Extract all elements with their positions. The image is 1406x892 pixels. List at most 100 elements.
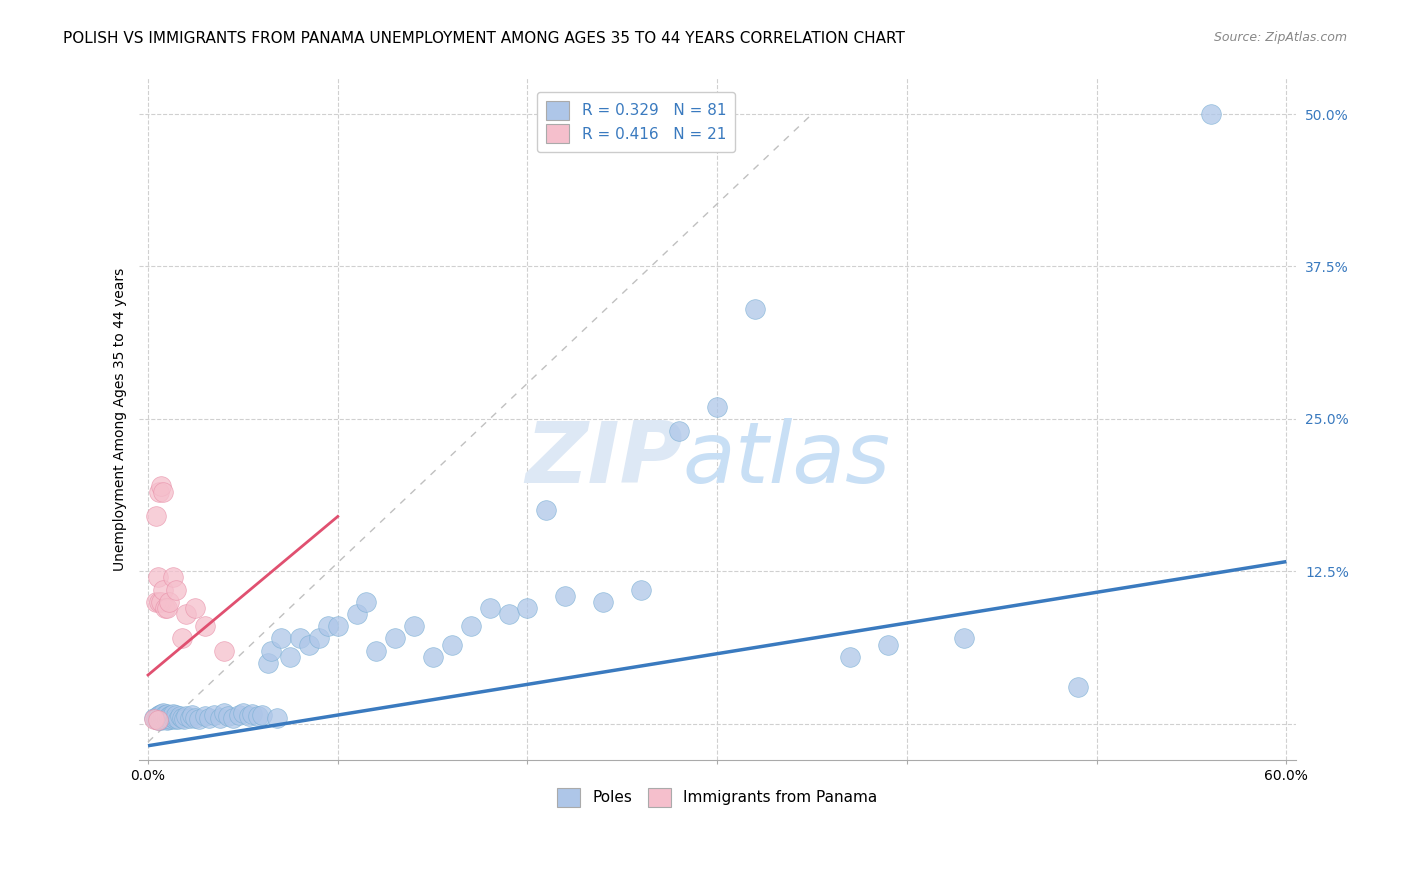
Point <box>308 632 330 646</box>
Point <box>247 709 270 723</box>
Point <box>145 509 167 524</box>
Point <box>877 638 900 652</box>
Point <box>197 711 219 725</box>
Point <box>288 632 311 646</box>
Point <box>150 595 173 609</box>
Y-axis label: Unemployment Among Ages 35 to 44 years: Unemployment Among Ages 35 to 44 years <box>114 268 128 571</box>
Point <box>440 638 463 652</box>
Point <box>217 709 239 723</box>
Point <box>630 582 652 597</box>
Text: POLISH VS IMMIGRANTS FROM PANAMA UNEMPLOYMENT AMONG AGES 35 TO 44 YEARS CORRELAT: POLISH VS IMMIGRANTS FROM PANAMA UNEMPLO… <box>63 31 905 46</box>
Point <box>172 632 194 646</box>
Point <box>184 601 207 615</box>
Point <box>166 711 188 725</box>
Point <box>166 582 188 597</box>
Point <box>422 649 444 664</box>
Point <box>744 302 766 317</box>
Point <box>146 713 169 727</box>
Point <box>402 619 425 633</box>
Point <box>354 595 377 609</box>
Point <box>516 601 538 615</box>
Point <box>146 709 169 723</box>
Point <box>148 485 170 500</box>
Point <box>148 595 170 609</box>
Point <box>152 712 174 726</box>
Point <box>150 711 173 725</box>
Point <box>212 643 235 657</box>
Point <box>150 479 173 493</box>
Point <box>326 619 349 633</box>
Point <box>167 712 190 726</box>
Point <box>162 706 184 721</box>
Point <box>222 711 245 725</box>
Text: Source: ZipAtlas.com: Source: ZipAtlas.com <box>1213 31 1347 45</box>
Point <box>364 643 387 657</box>
Point <box>212 706 235 720</box>
Point <box>536 503 558 517</box>
Point <box>232 706 254 720</box>
Point <box>184 711 207 725</box>
Point <box>592 595 614 609</box>
Point <box>162 711 184 725</box>
Point <box>150 713 173 727</box>
Point <box>159 708 181 723</box>
Point <box>145 712 167 726</box>
Point <box>156 713 179 727</box>
Point <box>668 424 690 438</box>
Point <box>228 708 250 723</box>
Point <box>156 706 179 721</box>
Point <box>240 706 263 721</box>
Point <box>157 595 180 609</box>
Point <box>156 601 179 615</box>
Point <box>278 649 301 664</box>
Point <box>498 607 520 621</box>
Point <box>145 595 167 609</box>
Point <box>159 712 181 726</box>
Point <box>554 589 576 603</box>
Point <box>1199 107 1222 121</box>
Point <box>152 706 174 720</box>
Point <box>179 711 201 725</box>
Point <box>706 400 728 414</box>
Point <box>316 619 339 633</box>
Point <box>152 582 174 597</box>
Point <box>153 601 176 615</box>
Point <box>260 643 283 657</box>
Text: atlas: atlas <box>682 418 890 501</box>
Point <box>153 712 176 726</box>
Point <box>180 708 202 723</box>
Point <box>156 711 179 725</box>
Point <box>157 712 180 726</box>
Point <box>256 656 278 670</box>
Point <box>266 711 288 725</box>
Point <box>150 706 173 721</box>
Point <box>163 712 186 726</box>
Point <box>478 601 501 615</box>
Point <box>157 709 180 723</box>
Point <box>194 709 217 723</box>
Point <box>298 638 321 652</box>
Point <box>839 649 862 664</box>
Point <box>169 709 191 723</box>
Point <box>166 708 188 723</box>
Point <box>194 619 217 633</box>
Point <box>188 712 211 726</box>
Point <box>162 570 184 584</box>
Point <box>153 708 176 723</box>
Point <box>1067 680 1090 694</box>
Text: ZIP: ZIP <box>524 418 682 501</box>
Point <box>148 708 170 723</box>
Point <box>146 570 169 584</box>
Point <box>142 711 165 725</box>
Point <box>152 709 174 723</box>
Point <box>173 712 195 726</box>
Point <box>250 708 273 723</box>
Point <box>174 607 197 621</box>
Point <box>953 632 976 646</box>
Point <box>209 711 232 725</box>
Point <box>460 619 482 633</box>
Point <box>270 632 292 646</box>
Point <box>384 632 406 646</box>
Point <box>238 709 260 723</box>
Legend: Poles, Immigrants from Panama: Poles, Immigrants from Panama <box>550 780 884 814</box>
